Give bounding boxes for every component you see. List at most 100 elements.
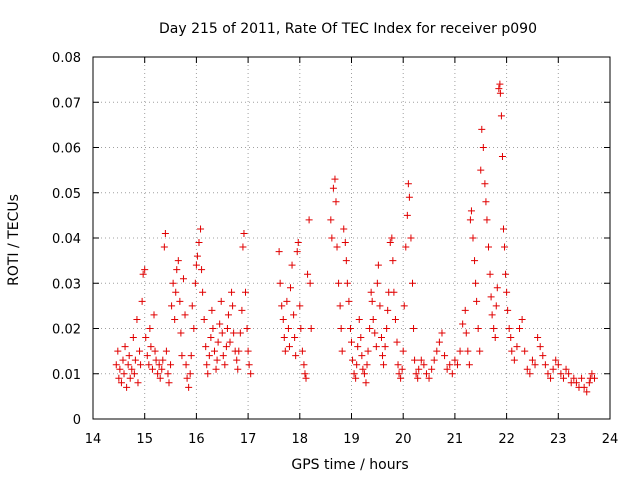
data-point <box>398 365 406 373</box>
data-point <box>292 352 300 360</box>
data-point <box>536 343 544 351</box>
data-point <box>217 297 225 305</box>
data-point <box>147 343 155 351</box>
data-point <box>384 306 392 314</box>
data-point <box>209 325 217 332</box>
data-point <box>195 239 203 247</box>
data-point <box>129 334 137 342</box>
data-point <box>541 361 549 369</box>
data-point <box>138 297 146 305</box>
data-point <box>472 279 480 287</box>
data-point <box>213 356 221 364</box>
data-point <box>152 356 160 364</box>
x-tick-label: 19 <box>343 432 360 447</box>
data-point <box>244 347 252 355</box>
data-point <box>482 198 490 206</box>
data-point <box>328 234 336 242</box>
data-point <box>228 288 236 296</box>
data-point <box>190 325 198 332</box>
data-point <box>112 361 120 369</box>
data-point <box>278 302 286 310</box>
data-point <box>239 243 247 251</box>
data-point <box>486 270 494 278</box>
data-point <box>578 374 586 382</box>
data-point <box>130 370 138 378</box>
y-tick-label: 0.08 <box>52 51 81 66</box>
data-point <box>476 347 484 355</box>
x-tick-label: 14 <box>85 432 102 447</box>
data-point <box>193 252 201 260</box>
data-point <box>498 153 506 161</box>
data-point <box>226 338 234 346</box>
data-point <box>182 361 190 369</box>
data-point <box>395 370 403 378</box>
data-point <box>142 334 150 342</box>
data-point <box>451 356 459 364</box>
data-point <box>123 383 131 391</box>
x-tick-label: 22 <box>498 432 515 447</box>
data-point <box>221 361 229 369</box>
data-point <box>583 388 591 396</box>
data-point <box>187 352 195 360</box>
data-point <box>131 356 139 364</box>
data-point <box>336 302 344 310</box>
data-point <box>173 266 181 274</box>
data-point <box>222 343 230 351</box>
y-tick-label: 0.01 <box>52 368 81 383</box>
data-point <box>199 288 207 296</box>
data-point <box>306 279 314 287</box>
data-point <box>497 112 505 120</box>
data-point <box>160 243 168 251</box>
grid-lines <box>93 57 610 419</box>
data-point <box>188 302 196 310</box>
data-point <box>307 325 315 332</box>
x-axis-title: GPS time / hours <box>291 457 408 473</box>
data-point <box>441 352 449 360</box>
data-point <box>557 370 565 378</box>
data-point <box>397 374 405 382</box>
data-point <box>474 325 482 332</box>
data-point <box>483 216 491 224</box>
data-point <box>337 325 345 332</box>
data-point <box>381 343 389 351</box>
data-point <box>296 302 304 310</box>
data-point <box>305 216 313 224</box>
data-point <box>380 361 388 369</box>
data-point <box>363 361 371 369</box>
data-point <box>369 315 377 323</box>
data-point <box>492 302 500 310</box>
data-point <box>181 311 189 319</box>
data-point <box>298 347 306 355</box>
data-point <box>178 352 186 360</box>
x-tick-label: 16 <box>188 432 205 447</box>
data-point <box>562 365 570 373</box>
data-point <box>117 379 125 387</box>
data-point <box>179 275 187 283</box>
data-point <box>355 315 363 323</box>
data-point <box>185 383 193 391</box>
x-tick-label: 15 <box>136 432 153 447</box>
data-point <box>386 239 394 247</box>
data-point <box>230 329 238 337</box>
data-point <box>177 329 185 337</box>
data-point <box>420 361 428 369</box>
data-point <box>191 279 199 287</box>
data-point <box>280 334 288 342</box>
data-point <box>372 343 380 351</box>
data-point <box>281 347 289 355</box>
data-point <box>364 347 372 355</box>
data-point <box>210 347 218 355</box>
data-point <box>223 325 231 332</box>
data-point <box>523 365 531 373</box>
data-point <box>116 365 124 373</box>
data-point <box>335 279 343 287</box>
data-point <box>459 320 467 328</box>
data-point <box>300 361 308 369</box>
data-point <box>207 334 215 342</box>
data-point <box>245 361 253 369</box>
data-point <box>240 229 248 237</box>
data-point <box>388 234 396 242</box>
data-point <box>399 347 407 355</box>
data-point <box>559 374 567 382</box>
